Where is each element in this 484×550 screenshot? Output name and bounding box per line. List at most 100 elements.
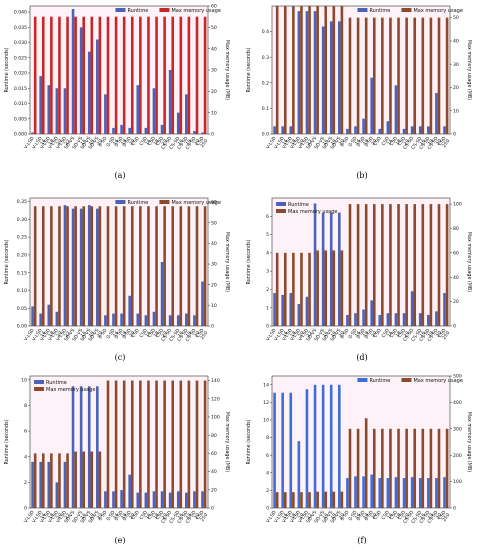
x-tick-label-line: 250 [441,330,451,341]
left-tick-label: 2 [266,488,269,494]
x-tick-label: CSD16 [380,509,394,523]
right-tick-label: 20 [211,282,217,288]
right-tick-label: 60 [211,451,217,457]
x-tick-label-line: CSD [389,509,400,521]
memory-bar [275,6,279,134]
legend-label-runtime: Runtime [369,8,390,14]
runtime-bar [144,127,148,134]
x-tick-label: 0-SD [339,327,351,340]
x-tick-label-line: 16 [281,512,289,520]
x-tick-label-line: 20 [297,330,305,338]
x-tick-label-line: 18 [152,330,160,338]
x-tick-label: CSD [372,509,383,521]
right-tick-label: 0 [453,132,456,138]
right-tick-label: 30 [211,68,217,74]
x-tick-label: CSD [372,135,383,147]
panel-caption: (f) [357,536,366,545]
x-tick-label-line: CSD [372,509,383,521]
x-tick-label-line: 18 [120,330,128,338]
right-tick-label: 50 [453,15,459,21]
memory-bar [413,428,417,508]
memory-bar [283,492,287,508]
legend: Runtime Max memory usage [357,8,463,14]
runtime-bar [168,315,172,326]
memory-bar [405,428,408,508]
runtime-bar [435,478,438,508]
x-tick-label-line: CSD [380,135,391,147]
x-tick-label-line: 16 [144,512,152,520]
runtime-bar [418,126,422,134]
runtime-bar [128,127,131,134]
x-tick-label-line: 18 [394,330,402,338]
runtime-bar [128,295,131,326]
memory-bar [106,16,110,135]
runtime-bar [39,76,42,134]
x-tick-label-line: 16 [419,512,427,520]
memory-bar [389,428,392,508]
right-tick-label: 140 [211,378,220,384]
x-tick-label-line: CSD [130,509,141,521]
x-tick-label: CSD18 [389,135,403,149]
memory-bar [381,428,384,508]
runtime-bar [104,315,107,326]
runtime-bar [297,11,301,134]
runtime-bar [144,492,148,508]
runtime-bar [378,128,382,134]
x-tick-label: CSD16 [380,327,394,341]
left-tick-label: 4 [266,250,269,256]
legend-swatch-runtime [276,202,286,206]
y-axis-label-right: Max memory usage (MB) [224,412,230,472]
memory-bar [348,428,352,508]
x-tick-label: 0-SD20 [122,135,137,150]
left-tick-label: 0.020 [14,71,27,77]
x-tick-label-line: 0-SD [122,509,134,522]
x-tick-label-line: 0-SD [105,135,117,148]
y-axis-label-left: Runtime (seconds) [246,47,252,92]
x-tick-label-line: 0-SD [347,135,359,148]
x-tick-label-line: 20 [193,138,201,146]
x-tick-label-line: 16 [354,138,362,146]
runtime-bar [201,491,204,508]
x-tick-label-line: 0-SD [347,327,359,340]
memory-bar [283,252,287,326]
x-tick-label-line: 16 [386,138,394,146]
x-tick-label-line: 16 [80,330,88,338]
x-tick-label-line: CSD [437,327,448,339]
x-tick-label-line: 16 [177,330,185,338]
runtime-bar [435,311,438,326]
runtime-bar [354,313,357,326]
x-tick-label-line: CSD [138,135,149,147]
runtime-bar [201,132,204,134]
x-tick-label-line: 18 [185,330,193,338]
x-tick-label-line: 0-SD [97,509,109,522]
x-tick-label-line: 0-SD [339,509,351,522]
right-tick-label: 80 [211,433,217,439]
left-tick-label: 0 [266,506,269,512]
runtime-bar [104,94,107,134]
memory-bar [33,16,37,135]
memory-bar [308,492,311,508]
legend-swatch-memory [34,387,44,391]
left-tick-label: 0.0 [262,132,269,138]
x-tick-label-line: 0-SD [113,135,125,148]
memory-bar [74,206,77,326]
x-tick-label: CSD16 [138,509,152,523]
x-tick-label-line: 18 [152,512,160,520]
plot-frame [271,197,451,327]
x-tick-label-line: CSD [397,135,408,147]
runtime-bar [305,389,309,508]
memory-bar [74,16,77,135]
y-axis-label-left: Runtime (seconds) [246,239,252,284]
x-tick-label: 0-SD18 [113,135,128,150]
x-tick-label: 0-SD16 [347,327,362,342]
x-tick-label: CSD18 [389,509,403,523]
legend-label-memory: Max memory usage [46,387,96,393]
memory-bar [413,204,417,326]
runtime-bar [346,315,349,326]
memory-bar [139,16,142,135]
x-tick-label-line: 20 [435,138,443,146]
x-tick-label-line: 18 [47,330,55,338]
x-tick-label-line: 0-SD [122,135,134,148]
x-tick-label-line: 18 [427,138,435,146]
